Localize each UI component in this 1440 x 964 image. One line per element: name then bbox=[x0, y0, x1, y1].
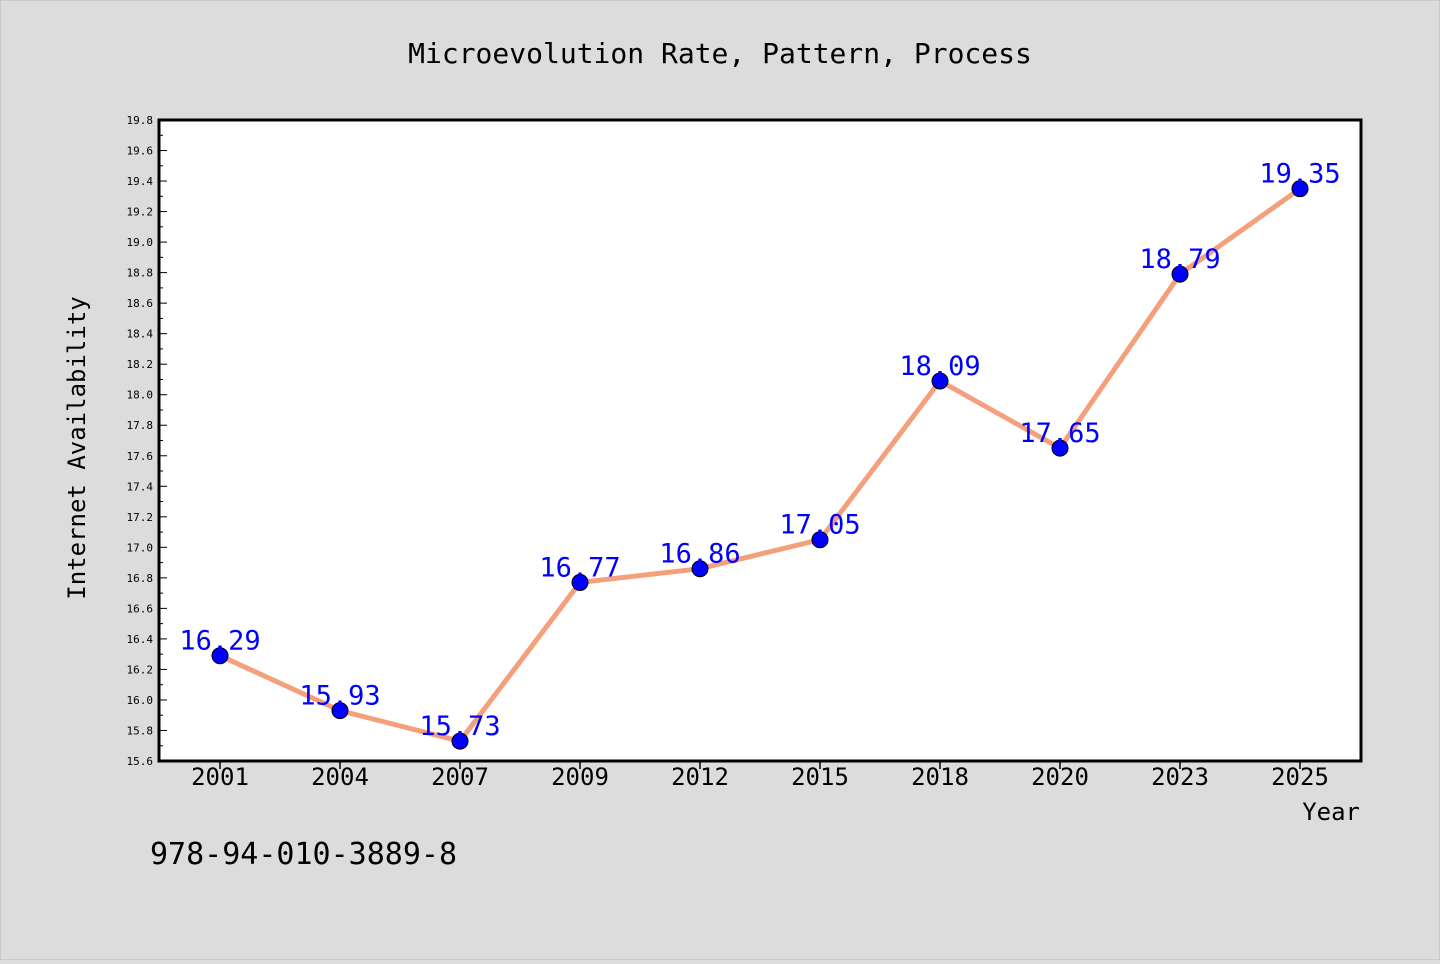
x-tick-label: 2020 bbox=[1031, 763, 1089, 791]
series-layer: 16.29 15.93 15.73 16.77 16.86 17.05 18.09 17.65… bbox=[179, 159, 1341, 750]
y-axis: 15.6 15.8 16.0 16.2 16.4 16.6 16.8 17.0 17.2 17.4… bbox=[127, 114, 167, 768]
data-label: 18.09 bbox=[899, 351, 980, 382]
x-tick-label: 2025 bbox=[1271, 763, 1329, 791]
y-tick-label: 17.2 bbox=[127, 511, 154, 524]
data-point bbox=[331, 702, 349, 720]
x-tick-label: 2023 bbox=[1151, 763, 1209, 791]
y-tick-label: 16.2 bbox=[127, 663, 154, 676]
y-tick-label: 18.0 bbox=[127, 389, 154, 402]
y-tick-label: 19.2 bbox=[127, 206, 154, 219]
y-tick-label: 18.4 bbox=[127, 328, 154, 341]
y-tick-label: 17.0 bbox=[127, 541, 154, 554]
data-point bbox=[1291, 180, 1309, 198]
y-tick-label: 15.8 bbox=[127, 724, 154, 737]
y-tick-label: 19.8 bbox=[127, 114, 154, 127]
series-line bbox=[218, 186, 1302, 744]
x-tick-label: 2001 bbox=[191, 763, 249, 791]
x-tick-label: 2004 bbox=[311, 763, 369, 791]
data-point bbox=[1171, 265, 1189, 283]
y-axis-label: Internet Availability bbox=[63, 296, 91, 599]
data-point bbox=[1051, 439, 1069, 457]
data-label: 18.79 bbox=[1139, 244, 1220, 275]
y-tick-label: 16.4 bbox=[127, 633, 154, 646]
data-label: 15.93 bbox=[299, 681, 380, 712]
data-point bbox=[931, 372, 949, 390]
y-tick-label: 17.4 bbox=[127, 480, 154, 493]
x-tick-label: 2012 bbox=[671, 763, 729, 791]
y-tick-label: 18.6 bbox=[127, 297, 154, 310]
x-tick-label: 2009 bbox=[551, 763, 609, 791]
data-label: 17.05 bbox=[779, 510, 860, 541]
x-tick-label: 2018 bbox=[911, 763, 969, 791]
data-point bbox=[811, 531, 829, 549]
data-label: 17.65 bbox=[1019, 418, 1100, 449]
y-tick-label: 19.0 bbox=[127, 236, 154, 249]
y-tick-label: 19.4 bbox=[127, 175, 154, 188]
data-label: 16.77 bbox=[539, 552, 620, 583]
y-tick-label: 16.0 bbox=[127, 694, 154, 707]
data-point bbox=[691, 560, 709, 578]
x-tick-label: 2007 bbox=[431, 763, 489, 791]
x-tick-label: 2015 bbox=[791, 763, 849, 791]
chart-title: Microevolution Rate, Pattern, Process bbox=[408, 37, 1032, 70]
plot-area bbox=[157, 118, 1363, 763]
data-point bbox=[571, 573, 589, 591]
y-tick-label: 16.6 bbox=[127, 602, 154, 615]
data-point bbox=[451, 732, 469, 750]
y-tick-label: 19.6 bbox=[127, 145, 154, 158]
data-label: 16.86 bbox=[659, 539, 740, 570]
y-tick-label: 17.6 bbox=[127, 450, 154, 463]
x-axis-label: Year bbox=[1302, 798, 1360, 826]
data-point bbox=[211, 647, 229, 665]
y-tick-label: 17.8 bbox=[127, 419, 154, 432]
footer-text: 978-94-010-3889-8 bbox=[150, 837, 457, 872]
y-tick-label: 16.8 bbox=[127, 572, 154, 585]
data-label: 16.29 bbox=[179, 626, 260, 657]
y-tick-label: 18.8 bbox=[127, 267, 154, 280]
x-axis: 2001 2004 2007 2009 2012 2015 2018 2020 2023 2025 bbox=[191, 761, 1329, 791]
data-label: 15.73 bbox=[419, 711, 500, 742]
y-tick-label: 18.2 bbox=[127, 358, 154, 371]
y-tick-label: 15.6 bbox=[127, 755, 154, 768]
data-label: 19.35 bbox=[1259, 159, 1340, 190]
